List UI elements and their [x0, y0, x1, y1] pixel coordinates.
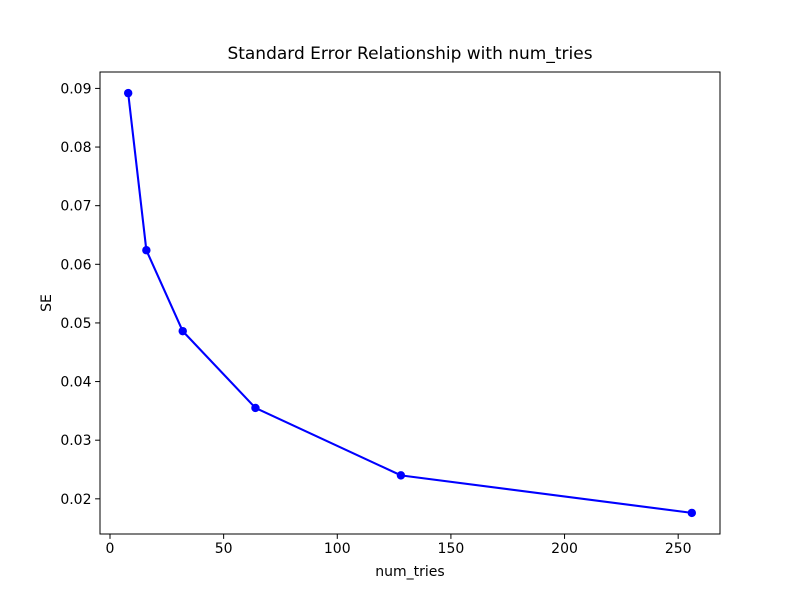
axes-spines: [99, 71, 721, 535]
x-tick-label: 200: [551, 541, 578, 557]
y-tick-label: 0.09: [60, 81, 91, 97]
y-tick-label: 0.04: [60, 375, 91, 391]
x-tick-label: 0: [106, 541, 115, 557]
data-point-marker: [123, 88, 133, 98]
data-point-marker: [687, 508, 697, 518]
series-line: [127, 92, 693, 514]
data-point-marker: [142, 246, 151, 255]
x-axis-label: num_tries: [375, 564, 445, 580]
x-tick-label: 50: [215, 541, 233, 557]
x-tick-label: 250: [665, 541, 692, 557]
y-tick-label: 0.08: [60, 140, 91, 156]
data-point-marker: [396, 471, 406, 480]
data-point-marker: [251, 403, 260, 413]
x-tick-label: 100: [324, 541, 351, 557]
data-point-marker: [178, 326, 187, 336]
y-axis-label: SE: [39, 294, 55, 312]
y-tick-label: 0.02: [60, 492, 91, 508]
y-tick-label: 0.07: [60, 199, 91, 215]
chart-title: Standard Error Relationship with num_tri…: [227, 44, 593, 64]
y-tick-label: 0.06: [60, 257, 91, 273]
x-tick-label: 150: [438, 541, 465, 557]
y-tick-label: 0.03: [60, 433, 91, 449]
y-tick-label: 0.05: [60, 316, 91, 332]
